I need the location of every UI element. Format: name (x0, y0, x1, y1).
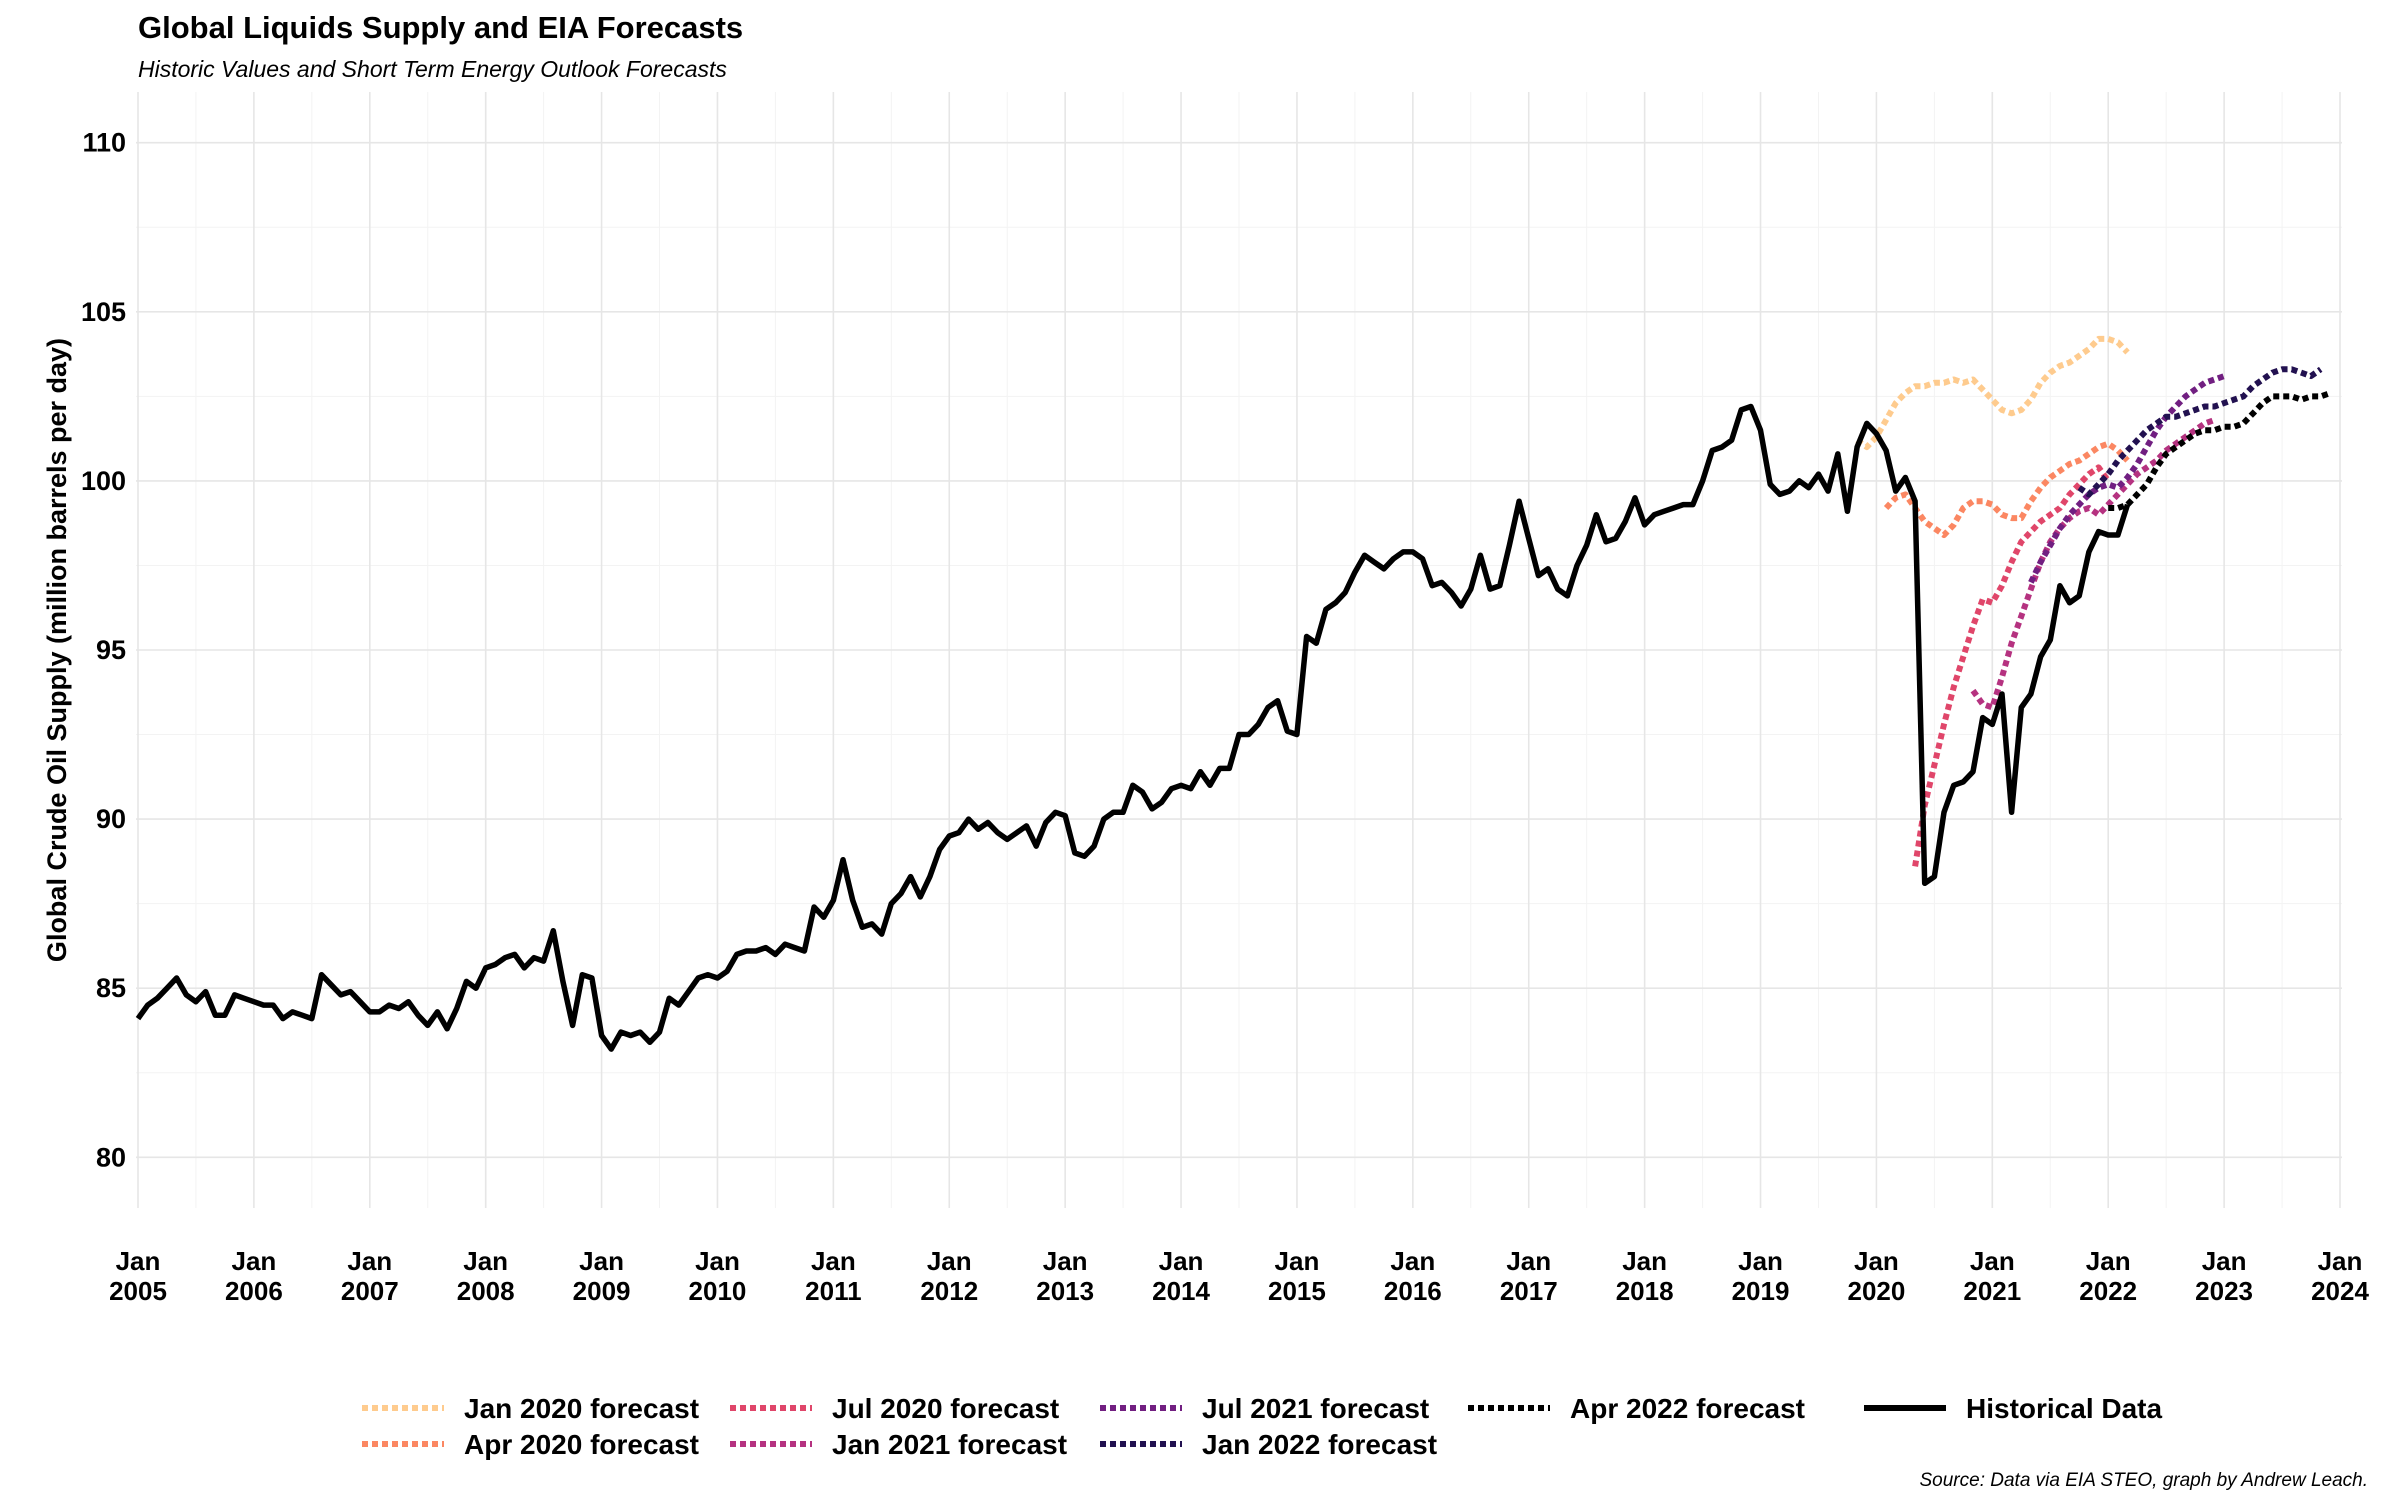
chart-subtitle: Historic Values and Short Term Energy Ou… (138, 56, 727, 82)
x-tick-label: 2006 (225, 1276, 283, 1306)
legend-label-apr-2020-forecast: Apr 2020 forecast (464, 1429, 699, 1460)
y-tick-label: 90 (96, 804, 126, 834)
x-tick-label: Jan (1854, 1246, 1899, 1276)
x-tick-label: Jan (1275, 1246, 1320, 1276)
series-line-jul-2020-forecast (1912, 464, 2111, 867)
x-tick-label: 2022 (2079, 1276, 2137, 1306)
y-tick-label: 110 (82, 128, 126, 158)
series-line-jan-2021-forecast (1970, 417, 2216, 711)
x-tick-label: Jan (1506, 1246, 1551, 1276)
x-tick-label: Jan (463, 1246, 508, 1276)
x-tick-label: 2014 (1152, 1276, 1210, 1306)
x-tick-label: Jan (811, 1246, 856, 1276)
legend-label-jan-2021-forecast: Jan 2021 forecast (832, 1429, 1067, 1460)
x-tick-label: Jan (1159, 1246, 1204, 1276)
x-tick-label: Jan (2086, 1246, 2131, 1276)
x-tick-label: 2017 (1500, 1276, 1558, 1306)
legend: Jan 2020 forecast Apr 2020 forecast Jul 20… (362, 1393, 2162, 1460)
legend-label-jan-2022-forecast: Jan 2022 forecast (1202, 1429, 1437, 1460)
x-tick-label: 2016 (1384, 1276, 1442, 1306)
legend-label-jul-2021-forecast: Jul 2021 forecast (1202, 1393, 1429, 1424)
y-tick-label: 85 (96, 973, 126, 1003)
x-tick-label: Jan (1970, 1246, 2015, 1276)
x-tick-label: 2023 (2195, 1276, 2253, 1306)
x-tick-label: Jan (1390, 1246, 1435, 1276)
legend-label-historical-data: Historical Data (1966, 1393, 2162, 1424)
series-line-historical-data (135, 403, 2131, 1052)
x-tick-label: 2010 (689, 1276, 747, 1306)
x-tick-label: Jan (231, 1246, 276, 1276)
x-tick-label: 2011 (805, 1276, 861, 1306)
x-tick-label: 2008 (457, 1276, 515, 1306)
x-tick-label: 2005 (109, 1276, 167, 1306)
x-tick-label: 2018 (1616, 1276, 1674, 1306)
x-tick-label: 2012 (920, 1276, 978, 1306)
x-tick-label: 2024 (2311, 1276, 2369, 1306)
x-tick-label: Jan (116, 1246, 161, 1276)
grid-lines (136, 92, 2342, 1208)
x-tick-label: 2009 (573, 1276, 631, 1306)
x-tick-label: Jan (1043, 1246, 1088, 1276)
x-tick-label: Jan (927, 1246, 972, 1276)
source-caption: Source: Data via EIA STEO, graph by Andr… (1919, 1470, 2369, 1491)
y-tick-label: 80 (96, 1142, 126, 1172)
chart-title: Global Liquids Supply and EIA Forecasts (138, 10, 744, 45)
legend-label-jan-2020-forecast: Jan 2020 forecast (464, 1393, 699, 1424)
x-tick-label: 2020 (1847, 1276, 1905, 1306)
x-tick-label: Jan (2318, 1246, 2363, 1276)
x-tick-label: 2007 (341, 1276, 399, 1306)
axis-labels: 80859095100105110Jan2005Jan2006Jan2007Ja… (42, 128, 2369, 1306)
y-axis-title: Global Crude Oil Supply (million barrels… (42, 338, 72, 962)
x-tick-label: 2021 (1963, 1276, 2021, 1306)
x-tick-label: 2019 (1732, 1276, 1790, 1306)
x-tick-label: 2013 (1036, 1276, 1094, 1306)
series-line-apr-2020-forecast (1883, 440, 2130, 538)
y-tick-label: 100 (81, 466, 126, 496)
series-line-jan-2020-forecast (1855, 335, 2130, 451)
y-tick-label: 105 (81, 297, 126, 327)
series-lines (135, 335, 2332, 1052)
x-tick-label: Jan (2202, 1246, 2247, 1276)
x-tick-label: Jan (1738, 1246, 1783, 1276)
x-tick-label: Jan (347, 1246, 392, 1276)
legend-label-apr-2022-forecast: Apr 2022 forecast (1570, 1393, 1805, 1424)
x-tick-label: Jan (579, 1246, 624, 1276)
series-line-apr-2022-forecast (2108, 390, 2332, 511)
x-tick-label: Jan (695, 1246, 740, 1276)
x-tick-label: 2015 (1268, 1276, 1326, 1306)
y-tick-label: 95 (96, 635, 126, 665)
legend-label-jul-2020-forecast: Jul 2020 forecast (832, 1393, 1059, 1424)
series-line-jul-2021-forecast (2028, 373, 2226, 584)
x-tick-label: Jan (1622, 1246, 1667, 1276)
